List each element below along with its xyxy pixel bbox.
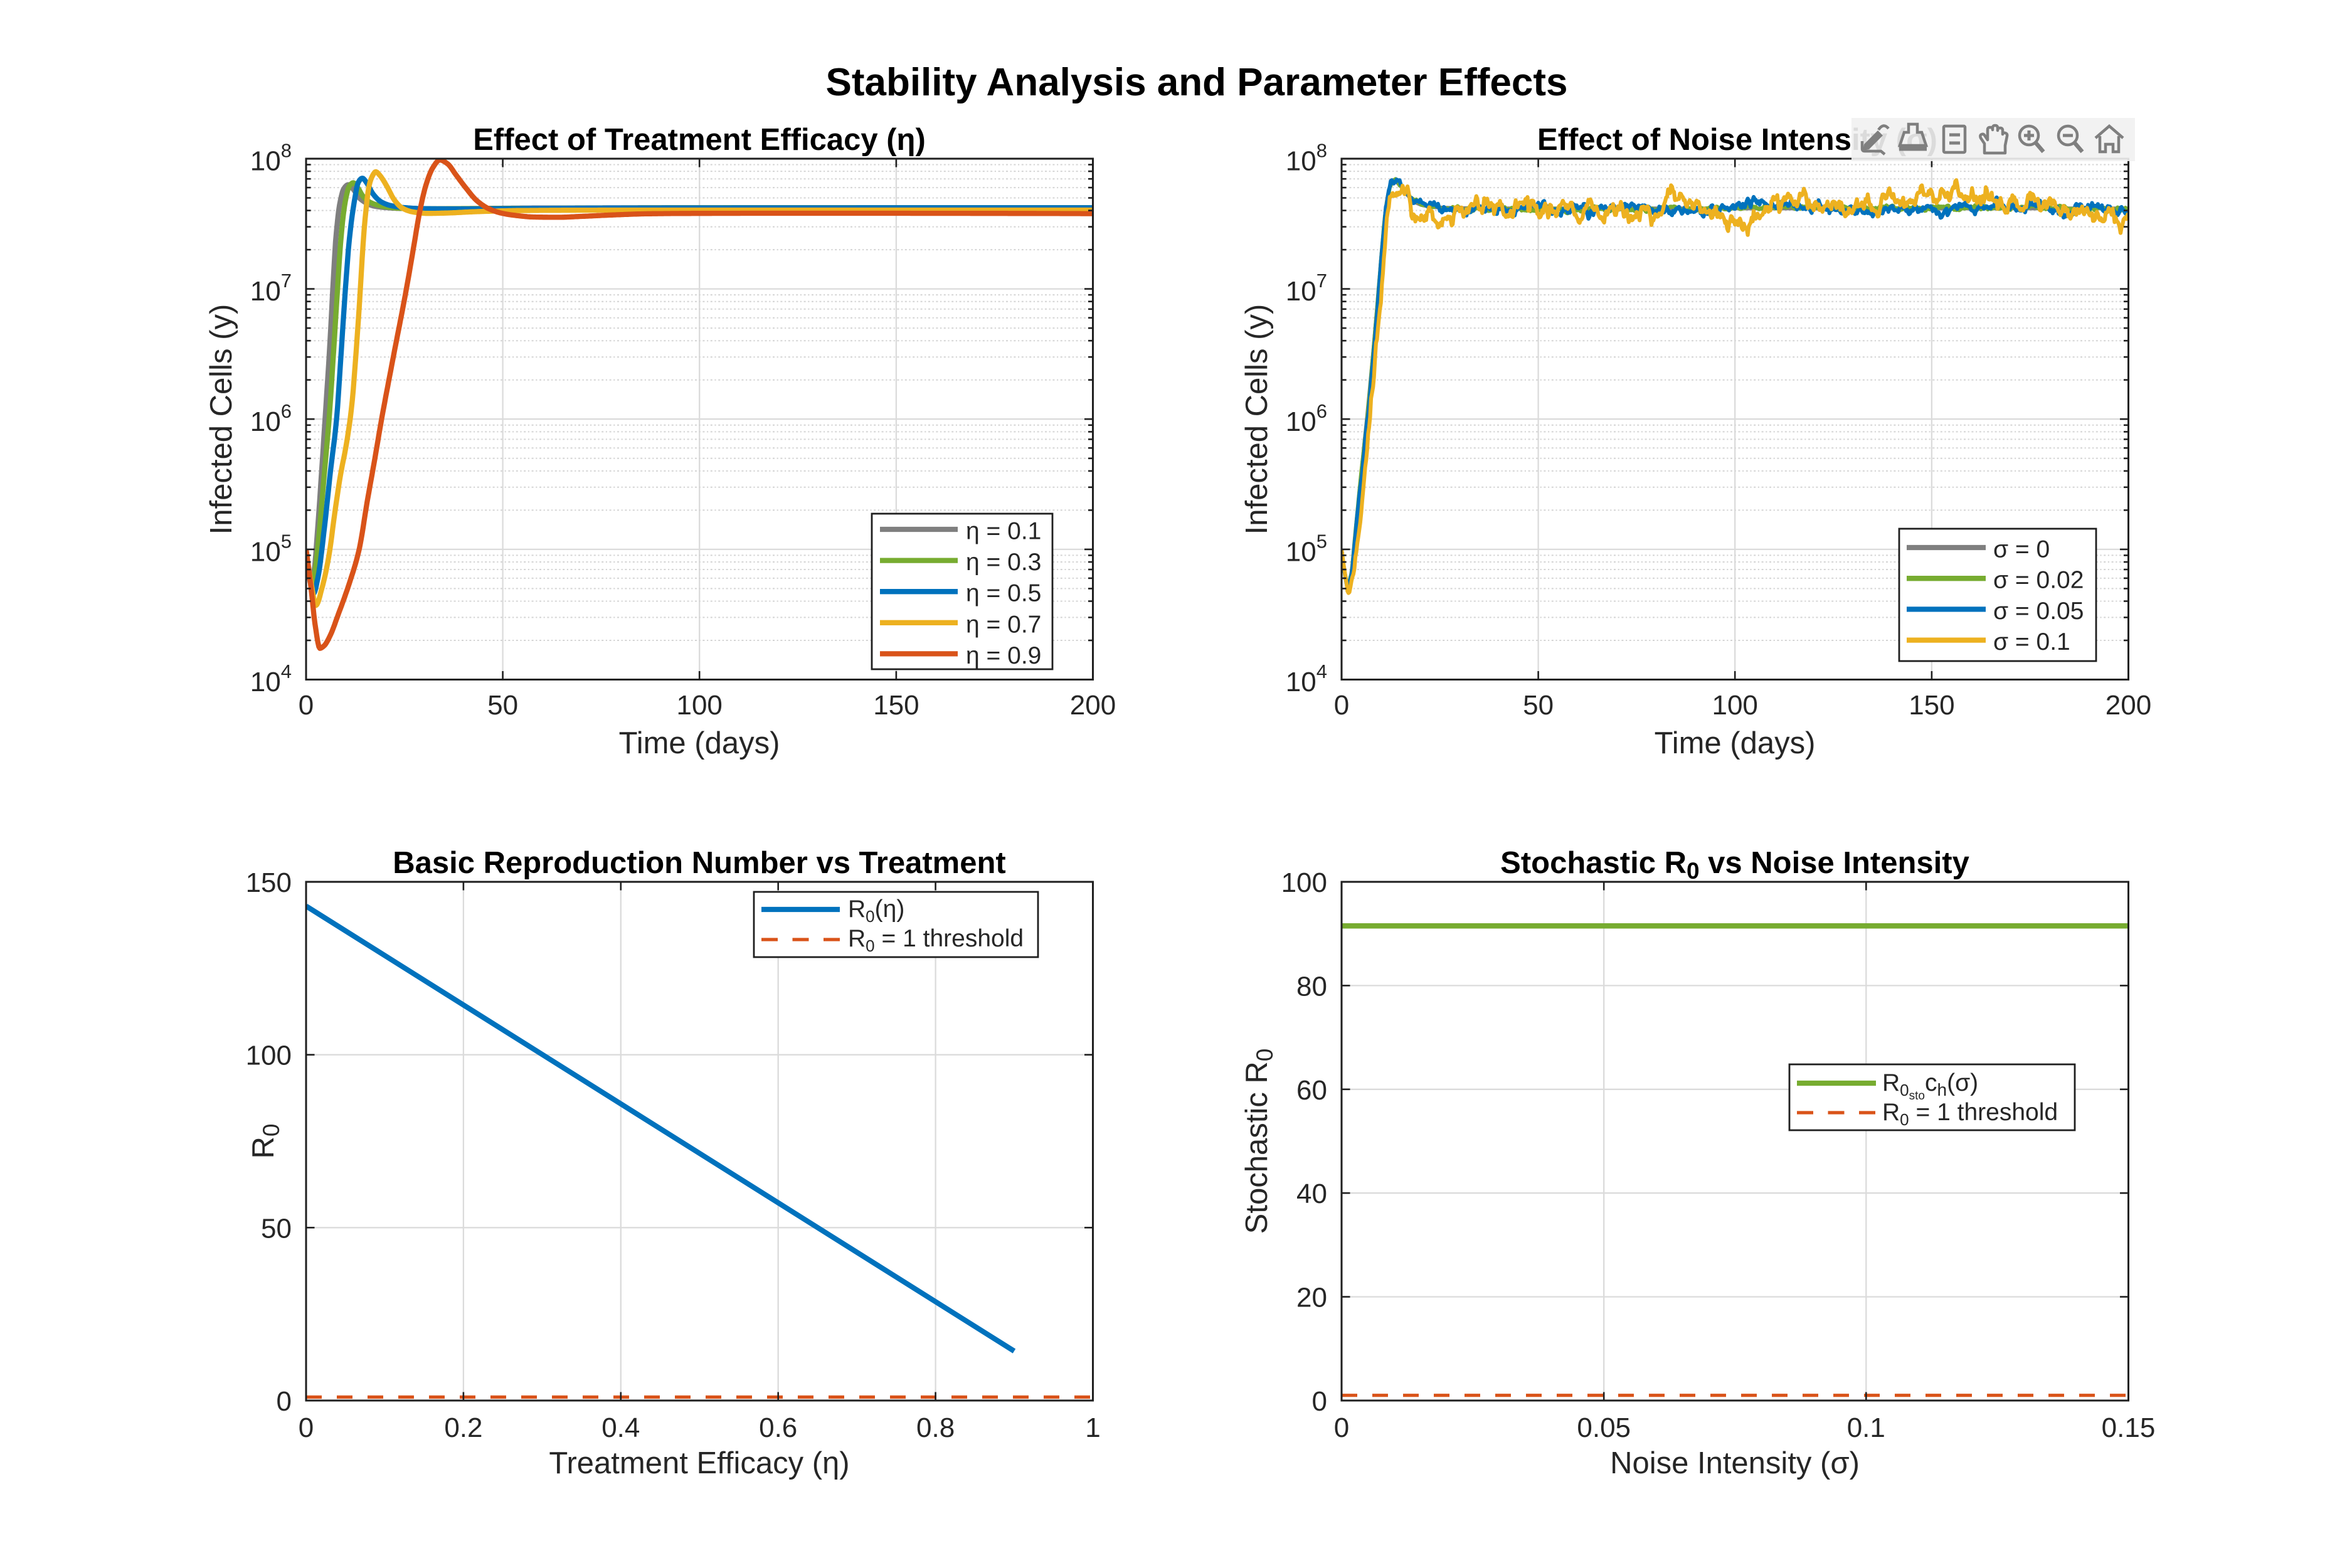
svg-text:0: 0 — [277, 1386, 292, 1417]
svg-text:0.05: 0.05 — [1577, 1412, 1631, 1443]
svg-text:R0 = 1 threshold: R0 = 1 threshold — [1882, 1099, 2058, 1129]
svg-text:R0 = 1 threshold: R0 = 1 threshold — [848, 925, 1024, 955]
svg-text:104: 104 — [1286, 660, 1327, 697]
svg-text:100: 100 — [1281, 867, 1327, 898]
svg-text:η = 0.9: η = 0.9 — [966, 642, 1041, 669]
svg-text:60: 60 — [1296, 1075, 1327, 1106]
svg-text:η = 0.3: η = 0.3 — [966, 549, 1041, 576]
svg-text:200: 200 — [2106, 690, 2151, 721]
svg-text:Stochastic R0: Stochastic R0 — [1240, 1049, 1278, 1234]
svg-text:η = 0.7: η = 0.7 — [966, 611, 1041, 638]
svg-text:η = 0.5: η = 0.5 — [966, 580, 1041, 607]
svg-text:40: 40 — [1296, 1179, 1327, 1209]
svg-text:0.2: 0.2 — [444, 1412, 482, 1443]
svg-text:0: 0 — [1312, 1386, 1327, 1417]
svg-text:Noise Intensity (σ): Noise Intensity (σ) — [1610, 1446, 1860, 1480]
svg-text:0: 0 — [299, 690, 314, 721]
svg-text:108: 108 — [250, 140, 292, 177]
svg-text:50: 50 — [487, 690, 518, 721]
svg-text:σ = 0: σ = 0 — [1993, 536, 2050, 563]
svg-text:20: 20 — [1296, 1283, 1327, 1313]
svg-text:0.4: 0.4 — [601, 1412, 640, 1443]
svg-text:104: 104 — [250, 660, 292, 697]
svg-text:80: 80 — [1296, 971, 1327, 1002]
svg-text:100: 100 — [676, 690, 722, 721]
svg-text:106: 106 — [250, 400, 292, 437]
svg-text:105: 105 — [1286, 530, 1327, 567]
svg-text:Time (days): Time (days) — [619, 726, 780, 760]
svg-text:100: 100 — [246, 1041, 292, 1071]
svg-text:σ = 0.1: σ = 0.1 — [1993, 628, 2070, 655]
svg-text:R0: R0 — [246, 1124, 284, 1159]
svg-text:Stability Analysis and Paramet: Stability Analysis and Parameter Effects — [825, 61, 1567, 104]
svg-text:1: 1 — [1085, 1412, 1100, 1443]
svg-text:Basic Reproduction Number vs T: Basic Reproduction Number vs Treatment — [393, 846, 1006, 880]
svg-text:0: 0 — [1334, 1412, 1349, 1443]
svg-text:200: 200 — [1070, 690, 1116, 721]
svg-text:107: 107 — [1286, 270, 1327, 307]
svg-text:0.1: 0.1 — [1847, 1412, 1885, 1443]
svg-text:Stochastic R0 vs Noise Intensi: Stochastic R0 vs Noise Intensity — [1500, 846, 1969, 884]
svg-text:150: 150 — [873, 690, 919, 721]
svg-text:100: 100 — [1712, 690, 1757, 721]
svg-text:η = 0.1: η = 0.1 — [966, 518, 1041, 545]
svg-text:50: 50 — [1523, 690, 1554, 721]
svg-text:105: 105 — [250, 530, 292, 567]
svg-text:0.8: 0.8 — [916, 1412, 955, 1443]
svg-text:0: 0 — [299, 1412, 314, 1443]
svg-text:107: 107 — [250, 270, 292, 307]
svg-text:0.15: 0.15 — [2102, 1412, 2156, 1443]
svg-text:Infected Cells (y): Infected Cells (y) — [1240, 304, 1274, 535]
svg-text:150: 150 — [1909, 690, 1954, 721]
svg-text:108: 108 — [1286, 140, 1327, 177]
svg-text:σ = 0.02: σ = 0.02 — [1993, 567, 2084, 594]
svg-text:σ = 0.05: σ = 0.05 — [1993, 598, 2084, 625]
svg-text:106: 106 — [1286, 400, 1327, 437]
svg-text:150: 150 — [246, 867, 292, 898]
svg-text:Time (days): Time (days) — [1655, 726, 1816, 760]
svg-text:0.6: 0.6 — [759, 1412, 797, 1443]
svg-text:Infected Cells (y): Infected Cells (y) — [204, 304, 238, 535]
svg-text:R0(η): R0(η) — [848, 896, 904, 926]
svg-text:0: 0 — [1334, 690, 1349, 721]
svg-text:Treatment Efficacy (η): Treatment Efficacy (η) — [549, 1446, 849, 1480]
svg-text:R0stoch(σ): R0stoch(σ) — [1882, 1069, 1978, 1103]
svg-text:Effect of Treatment Efficacy (: Effect of Treatment Efficacy (η) — [473, 123, 926, 157]
svg-text:50: 50 — [261, 1213, 292, 1244]
